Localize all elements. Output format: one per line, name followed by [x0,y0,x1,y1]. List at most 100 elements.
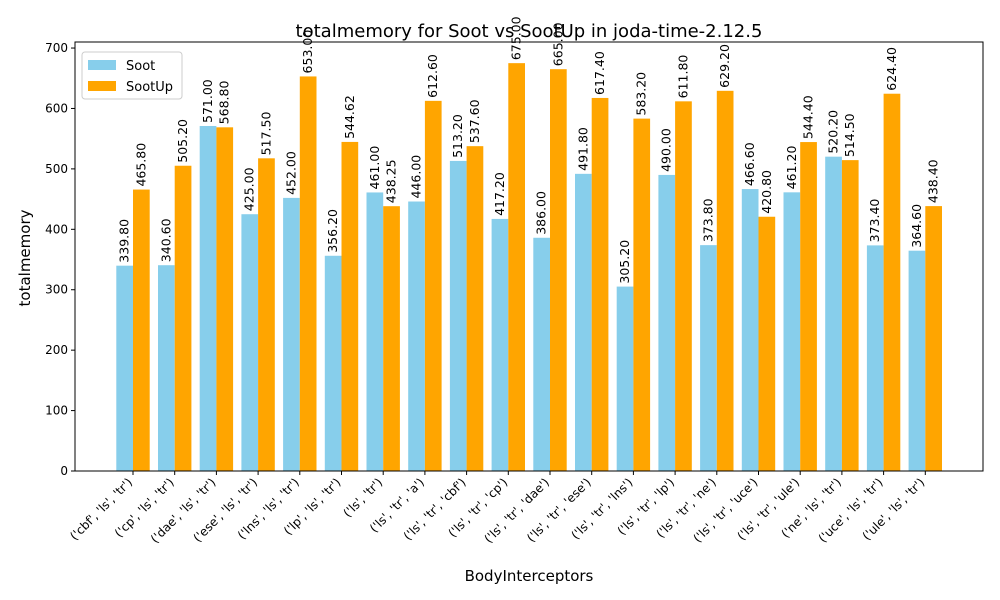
bar-soot-17 [825,156,842,471]
bar-sootup-5 [341,141,359,471]
bar-sootup-17 [841,160,859,472]
data-label-sootup-10: 665.00 [550,22,565,66]
bar-soot-12 [616,286,634,471]
data-label-soot-0: 339.80 [117,219,132,263]
legend-label-soot: Soot [126,59,155,74]
bar-soot-0 [116,265,133,471]
data-labels-layer: 339.80 340.60 571.00 425.00 452.00 356.20 461.… [117,16,941,283]
bar-sootup-9 [508,63,525,471]
data-label-soot-18: 373.40 [867,199,882,243]
data-label-sootup-17: 514.50 [842,113,857,157]
bar-sootup-1 [174,165,192,471]
y-tick-label-1: 100 [45,404,68,418]
bar-soot-10 [533,237,550,471]
data-label-soot-17: 520.20 [826,110,841,154]
data-label-soot-8: 513.20 [450,114,465,158]
data-label-soot-4: 452.00 [283,151,298,195]
bar-soot-3 [241,214,259,471]
bar-sootup-16 [800,142,817,471]
bars-layer [116,63,942,472]
data-label-soot-7: 446.00 [409,155,424,199]
data-label-sootup-13: 611.80 [675,55,690,99]
data-label-sootup-16: 544.40 [801,95,816,139]
y-tick-label-3: 300 [45,283,68,297]
data-label-soot-13: 490.00 [659,128,674,172]
plot-frame [74,41,984,472]
data-label-sootup-11: 617.40 [592,51,607,95]
y-tick-label-4: 400 [45,222,68,236]
bar-soot-16 [783,192,801,471]
bar-soot-1 [158,265,175,471]
y-tick-label-0: 0 [60,464,68,478]
y-tick-label-2: 200 [45,343,68,357]
data-label-soot-11: 491.80 [575,127,590,171]
data-label-sootup-18: 624.40 [884,47,899,91]
data-label-sootup-4: 653.00 [300,30,315,74]
bar-soot-6 [366,192,384,471]
bar-soot-19 [908,250,926,471]
data-label-sootup-6: 438.25 [384,159,399,203]
bar-soot-11 [575,173,592,471]
data-label-sootup-15: 420.80 [759,170,774,214]
bar-soot-4 [283,197,300,471]
bar-sootup-19 [925,206,942,471]
legend-swatch-sootup [88,81,116,91]
data-label-soot-2: 571.00 [200,79,215,123]
data-label-sootup-1: 505.20 [175,119,190,163]
bar-sootup-12 [633,118,651,471]
bar-sootup-7 [424,100,442,471]
bar-sootup-14 [716,90,734,471]
data-label-sootup-0: 465.80 [133,143,148,187]
data-label-soot-1: 340.60 [158,218,173,262]
data-label-sootup-19: 438.40 [926,159,941,203]
data-label-soot-3: 425.00 [242,167,257,211]
bar-sootup-8 [466,146,484,471]
y-tick-label-6: 600 [45,101,68,115]
data-label-soot-9: 417.20 [492,172,507,216]
bar-soot-5 [324,255,342,471]
y-tick-label-5: 500 [45,162,68,176]
legend-swatch-soot [88,60,116,70]
bar-soot-14 [700,245,717,471]
chart-title: totalmemory for Soot vs SootUp in joda-t… [296,21,763,42]
bar-sootup-2 [216,127,234,471]
data-label-soot-10: 386.00 [534,191,549,235]
bar-soot-8 [449,160,467,471]
y-axis-label: totalmemory [16,209,34,306]
bar-soot-2 [199,125,217,471]
bar-sootup-0 [133,189,150,472]
data-label-sootup-2: 568.80 [217,81,232,125]
legend-label-sootup: SootUp [126,80,173,95]
bar-soot-9 [491,218,509,471]
data-label-sootup-8: 537.60 [467,99,482,143]
legend: Soot SootUp [81,51,183,100]
x-axis-label: BodyInterceptors [465,567,594,585]
data-label-sootup-14: 629.20 [717,44,732,88]
data-label-sootup-3: 517.50 [258,112,273,156]
data-label-sootup-7: 612.60 [425,54,440,98]
data-label-soot-15: 466.60 [742,142,757,186]
data-label-soot-5: 356.20 [325,209,340,253]
data-label-soot-16: 461.20 [784,146,799,190]
bar-sootup-11 [591,97,609,472]
bar-soot-18 [866,245,884,471]
data-label-soot-14: 373.80 [700,198,715,242]
data-label-soot-12: 305.20 [617,240,632,284]
bar-sootup-13 [675,101,692,471]
data-label-soot-19: 364.60 [909,204,924,248]
data-label-sootup-5: 544.62 [342,95,357,139]
bar-soot-13 [658,174,676,472]
data-label-soot-6: 461.00 [367,146,382,190]
bar-sootup-6 [383,206,400,471]
bar-sootup-15 [758,216,776,471]
bar-soot-15 [741,189,759,471]
data-label-sootup-9: 675.00 [509,16,524,60]
bar-sootup-4 [299,76,317,471]
bar-sootup-3 [258,158,275,471]
data-label-sootup-12: 583.20 [634,72,649,116]
y-tick-label-7: 700 [45,41,68,55]
bar-soot-7 [408,201,425,471]
bar-sootup-10 [550,69,567,472]
